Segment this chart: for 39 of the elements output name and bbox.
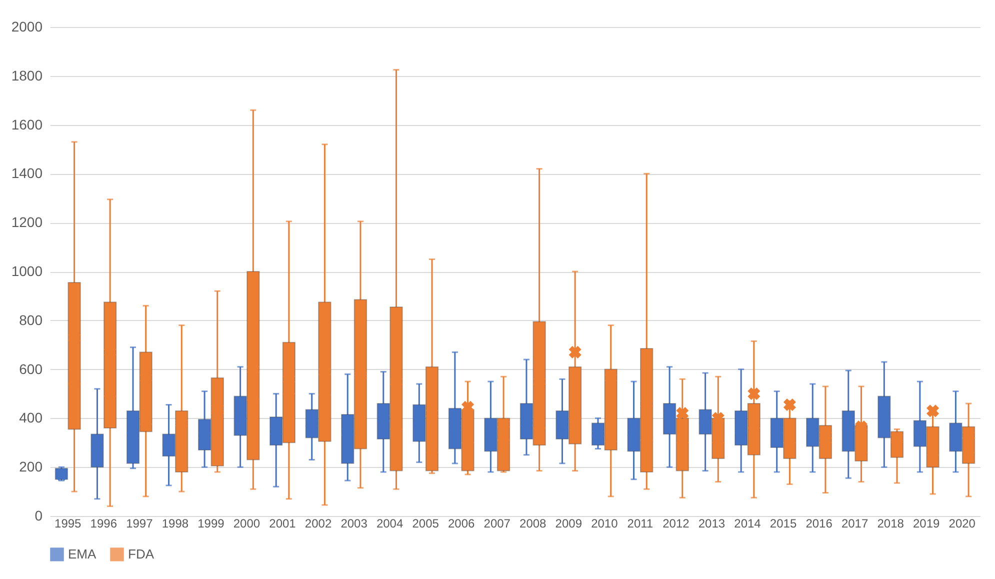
- x-tick-label: 2020: [948, 516, 976, 530]
- y-tick-label: 1000: [11, 263, 43, 279]
- x-tick-label: 2012: [662, 516, 690, 530]
- x-tick-label: 2001: [269, 516, 296, 530]
- x-tick-label: 1999: [198, 516, 225, 530]
- x-tick-label: 2011: [627, 516, 654, 530]
- y-tick-label: 1200: [11, 214, 43, 230]
- y-tick-label: 0: [34, 508, 43, 524]
- x-tick-label: 2019: [912, 516, 940, 530]
- x-tick-label: 2017: [841, 516, 868, 530]
- x-tick-label: 2016: [806, 516, 833, 530]
- x-tick-label: 2003: [340, 516, 368, 530]
- y-tick-label: 600: [19, 360, 43, 377]
- x-tick-label: 1995: [54, 516, 82, 530]
- y-tick-label: 2000: [11, 18, 43, 34]
- x-tick-label: 2014: [734, 516, 762, 530]
- x-tick-label: 2013: [698, 516, 726, 530]
- y-tick-label: 800: [19, 312, 43, 328]
- x-tick-label: 2004: [376, 516, 404, 530]
- y-tick-label: 1600: [11, 116, 43, 132]
- y-tick-label: 400: [19, 410, 43, 426]
- x-tick-label: 2009: [555, 516, 582, 530]
- x-tick-label: 2006: [448, 516, 476, 530]
- x-tick-label: 2015: [770, 516, 797, 530]
- x-tick-label: 1996: [90, 516, 118, 530]
- x-tick-label: 2005: [412, 516, 440, 530]
- x-tick-label: 2010: [591, 516, 618, 530]
- y-tick-label: 200: [19, 458, 43, 475]
- x-tick-label: 1997: [126, 516, 154, 530]
- x-tick-label: 2007: [484, 516, 511, 530]
- x-tick-label: 1998: [162, 516, 189, 530]
- y-tick-label: 1800: [11, 67, 43, 84]
- x-tick-label: 2000: [233, 516, 260, 530]
- x-tick-label: 2018: [877, 516, 904, 530]
- legend-label: FDA: [128, 546, 154, 562]
- legend-label: EMA: [68, 546, 96, 562]
- y-tick-label: 1400: [11, 165, 43, 182]
- x-tick-label: 2002: [304, 516, 332, 530]
- x-tick-label: 2008: [520, 516, 547, 530]
